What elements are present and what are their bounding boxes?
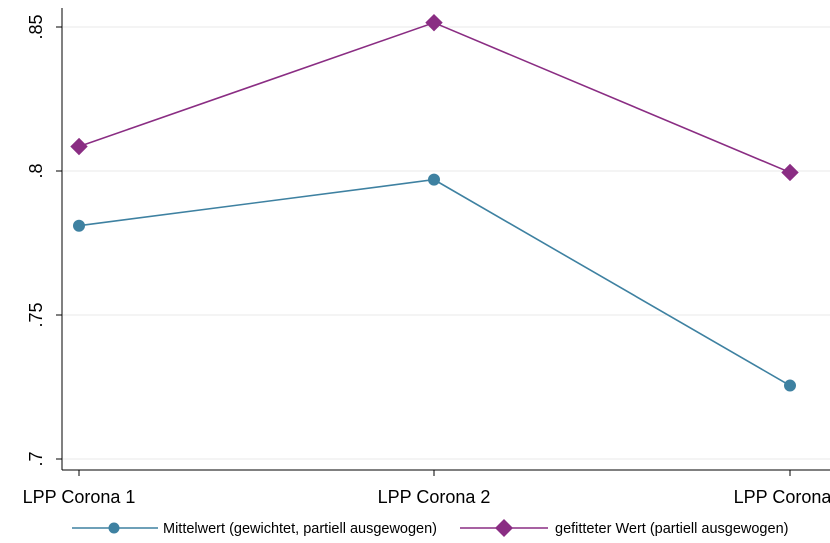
series-line-1 — [78, 178, 791, 387]
data-point-circle — [428, 173, 440, 186]
x-tick-label: LPP Corona 3 — [734, 487, 830, 507]
legend: Mittelwert (gewichtet, partiell ausgewog… — [72, 519, 788, 537]
data-point-circle — [784, 379, 796, 392]
data-point-diamond — [425, 13, 443, 32]
gridlines — [63, 26, 830, 460]
y-tick-label: .7 — [26, 451, 46, 466]
legend-label: Mittelwert (gewichtet, partiell ausgewog… — [163, 521, 437, 537]
y-tick-label: .8 — [26, 163, 46, 178]
data-point-diamond — [70, 137, 88, 156]
legend-item-1: Mittelwert (gewichtet, partiell ausgewog… — [72, 521, 437, 537]
series-line-2 — [78, 21, 791, 174]
legend-marker-diamond — [495, 519, 513, 537]
y-tick-label: .85 — [26, 14, 46, 39]
legend-label: gefitteter Wert (partiell ausgewogen) — [555, 521, 788, 537]
legend-item-2: gefitteter Wert (partiell ausgewogen) — [460, 519, 788, 537]
x-tick-label: LPP Corona 2 — [378, 487, 491, 507]
y-tick-label: .75 — [26, 302, 46, 327]
series — [70, 13, 799, 392]
data-point-diamond — [781, 163, 799, 182]
data-point-circle — [73, 219, 85, 232]
axes: .7 .75 .8 .85 LPP Corona 1 LPP Corona 2 LPP Co… — [23, 8, 830, 507]
x-tick-label: LPP Corona 1 — [23, 487, 136, 507]
legend-marker-circle — [108, 522, 120, 534]
